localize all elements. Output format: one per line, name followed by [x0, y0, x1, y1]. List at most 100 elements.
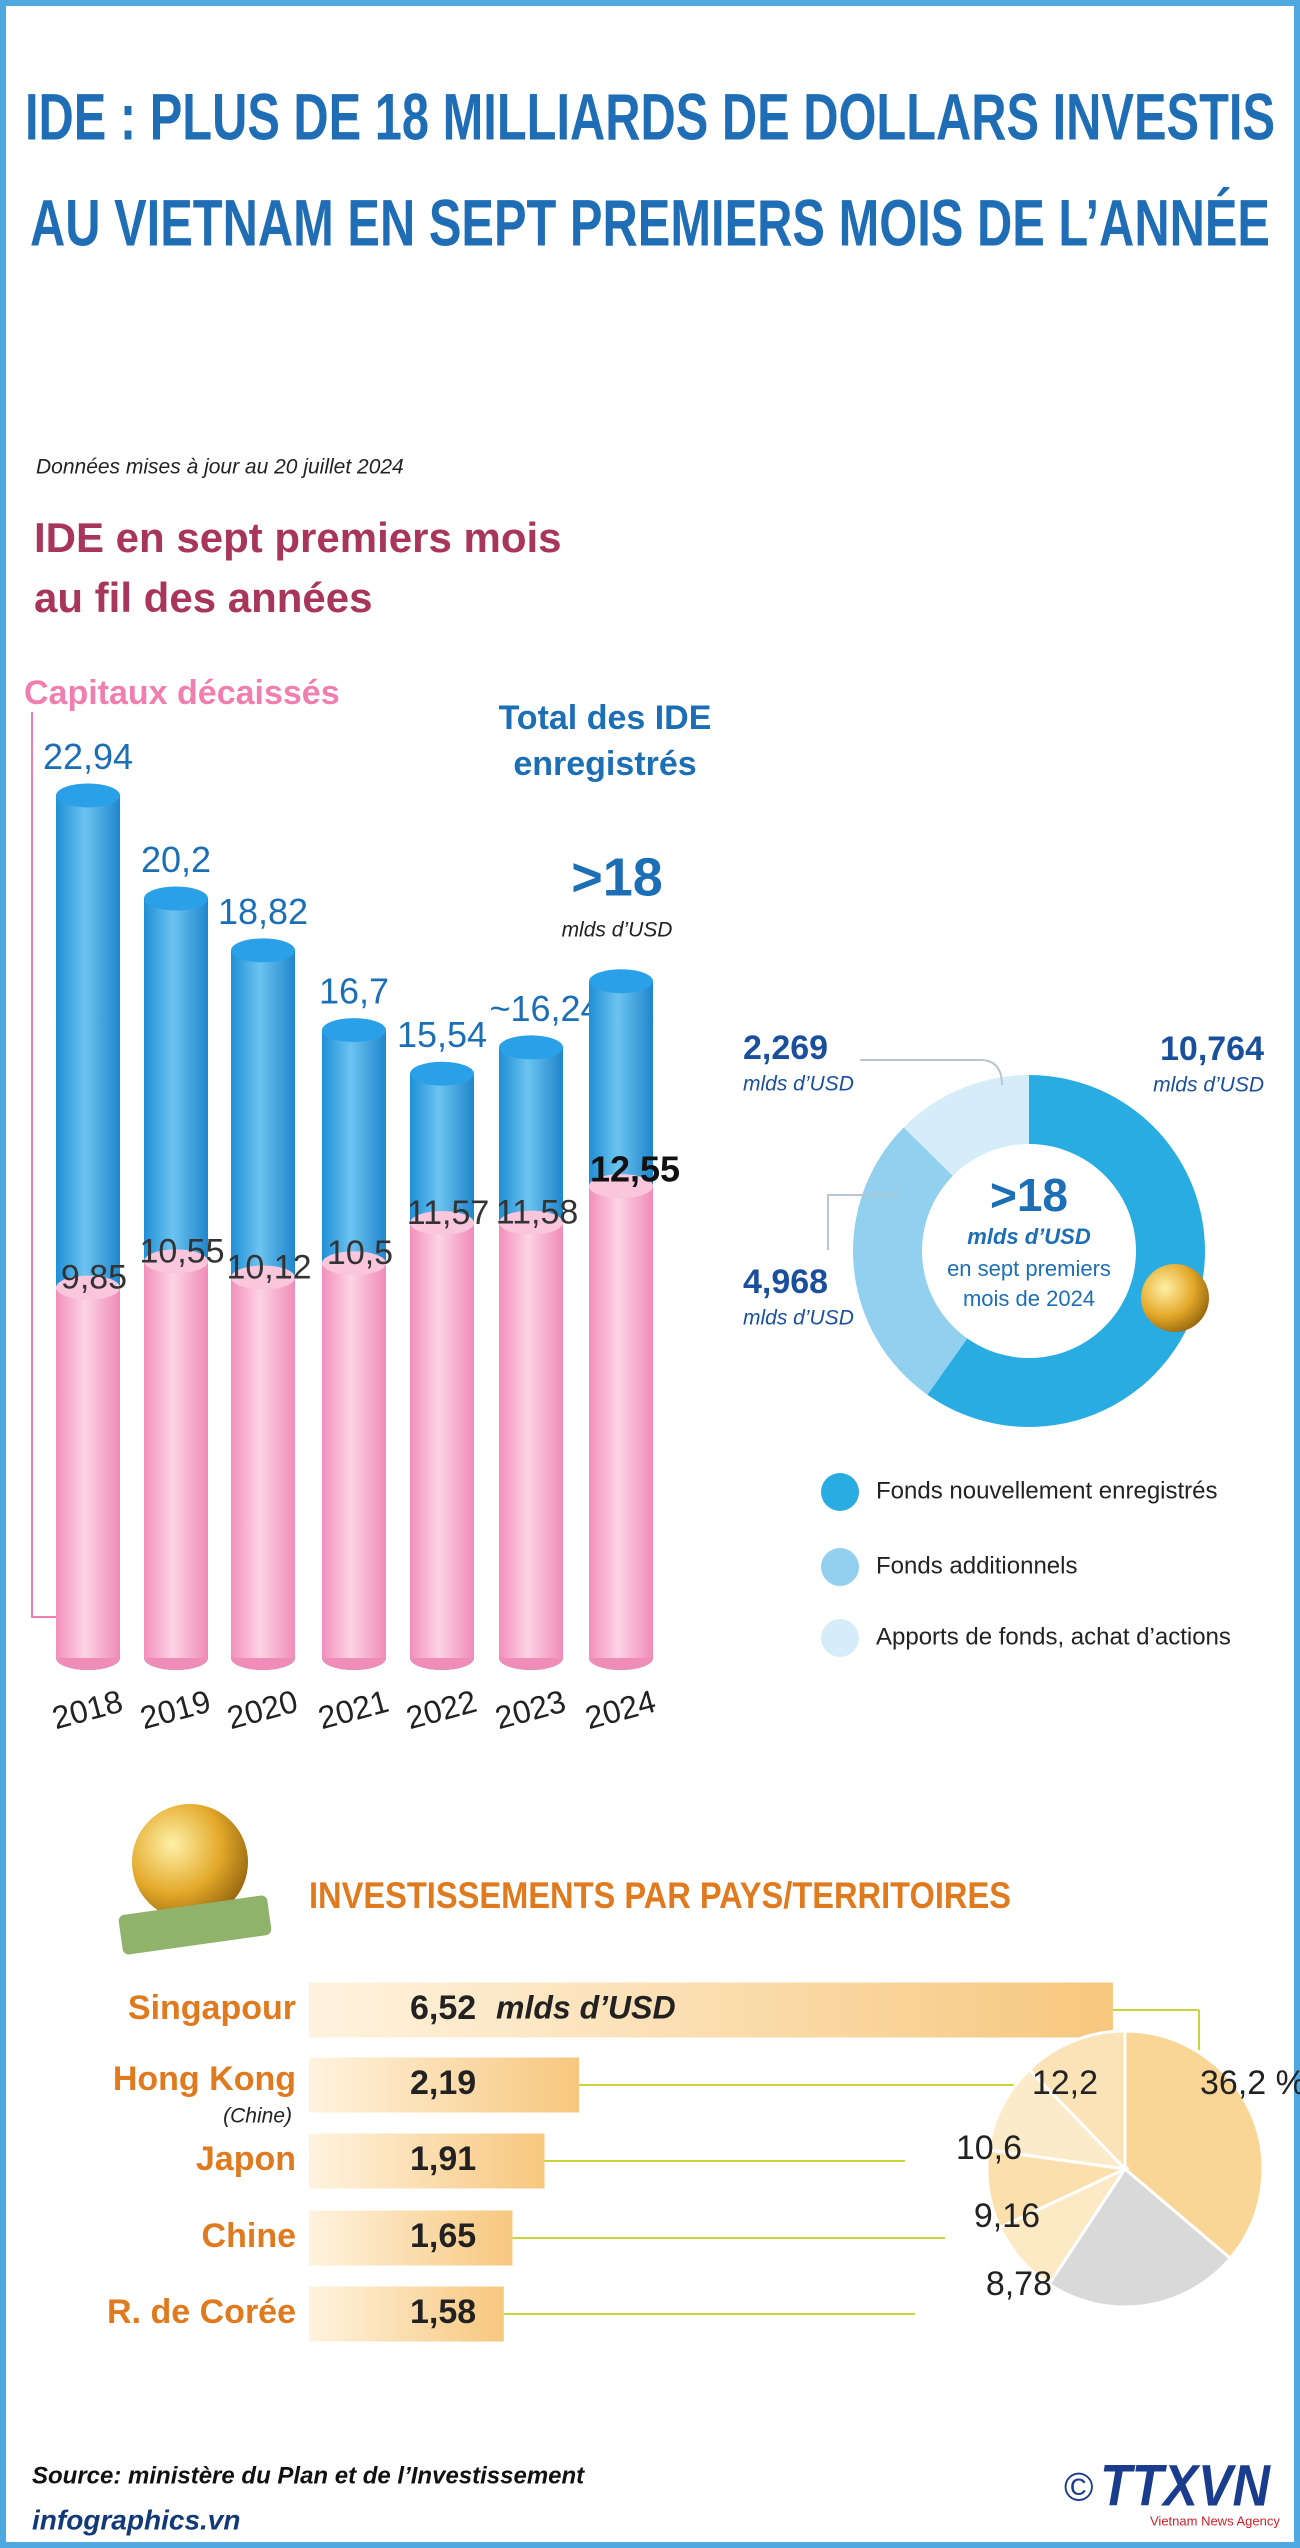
bar [309, 2286, 504, 2342]
category-label: Singapour [128, 1989, 296, 2027]
value-label: 1,65 [410, 2217, 476, 2255]
value-label: 9,85 [61, 1259, 127, 1297]
leader-line [860, 1059, 1003, 1086]
chart-subtitle: au fil des années [34, 574, 372, 621]
donut-slice [903, 1075, 1029, 1176]
title-line: AU VIETNAM EN SEPT PREMIERS MOIS DE L’AN… [30, 185, 1270, 259]
title-line: IDE : PLUS DE 18 MILLIARDS DE DOLLARS IN… [25, 79, 1275, 153]
x-tick-label: 2020 [223, 1683, 301, 1736]
bar [410, 1222, 474, 1658]
cylinder-cap [410, 1210, 474, 1235]
note: Données mises à jour au 20 juillet 2024 [36, 456, 404, 479]
legend-swatch [821, 1619, 859, 1657]
value-label: 1,91 [410, 2140, 476, 2178]
legend-label: Fonds nouvellement enregistrés [876, 1477, 1218, 1504]
bar [309, 2133, 545, 2189]
value-label: 8,78 [986, 2265, 1052, 2303]
unit-label: mlds d’USD [743, 1073, 854, 1096]
pie-slice [1047, 2166, 1233, 2309]
value-label: 2,19 [410, 2064, 476, 2102]
cylinder-cap [56, 783, 120, 808]
donut-slice [927, 1075, 1205, 1427]
value-label: 10,5 [327, 1234, 393, 1272]
money-icon [118, 1895, 272, 1955]
coin-icon [1141, 1264, 1209, 1332]
bar [499, 1222, 563, 1658]
cylinder-cap [56, 1275, 120, 1300]
x-tick-label: 2021 [314, 1683, 392, 1736]
pie-slice [1027, 2029, 1127, 2173]
bar [309, 1982, 1113, 2038]
bar [56, 1287, 120, 1658]
value-label: >18 [571, 847, 663, 907]
x-tick-label: 2018 [48, 1683, 126, 1736]
chart-title: INVESTISSEMENTS PAR PAYS/TERRITOIRES [309, 1875, 1011, 1916]
value-label: 10,12 [226, 1248, 311, 1286]
unit-label: mlds d’USD [1153, 1074, 1264, 1097]
value-label: 2,269 [743, 1029, 828, 1067]
site: infographics.vn [32, 2504, 240, 2535]
value-label: 1,58 [410, 2293, 476, 2331]
x-tick-label: 2019 [136, 1683, 214, 1736]
pie-slice [985, 2148, 1131, 2230]
value-label: 9,16 [974, 2197, 1040, 2235]
unit-label: mlds d’USD [496, 1989, 676, 2025]
center-text: mois de 2024 [963, 1286, 1095, 1311]
value-label: 12,55 [590, 1149, 680, 1190]
bar [144, 1261, 208, 1658]
logo-sub: Vietnam News Agency [1150, 2513, 1280, 2528]
value-label: 20,2 [141, 839, 211, 880]
cylinder-cap [499, 1210, 563, 1235]
annotation: mlds d’USD [562, 919, 673, 942]
cylinder-cap [589, 1174, 653, 1199]
x-tick-label: 2022 [402, 1683, 480, 1736]
legend-swatch [821, 1548, 859, 1586]
cylinder-cap [231, 938, 295, 963]
value-label: ~16,24 [489, 988, 600, 1029]
unit-label: mlds d’USD [743, 1307, 854, 1330]
source: Source: ministère du Plan et de l’Invest… [32, 2462, 585, 2489]
logo: TTXVN [1100, 2453, 1271, 2518]
copyright: © [1064, 2466, 1093, 2510]
globe-icon [132, 1804, 248, 1920]
x-tick-label: 2024 [581, 1683, 659, 1736]
category-note: (Chine) [223, 2105, 292, 2128]
donut-hole [924, 1146, 1134, 1356]
legend-label: Fonds additionnels [876, 1552, 1077, 1579]
value-label: 18,82 [218, 891, 308, 932]
pie-slice [986, 2067, 1130, 2172]
cylinder-cap [144, 886, 208, 911]
cylinder-cap [322, 1251, 386, 1276]
series-label: Total des IDE enregistrés [498, 699, 712, 783]
value-label: 12,2 [1032, 2064, 1098, 2102]
cylinder-cap [322, 1018, 386, 1043]
category-label: Hong Kong [113, 2060, 296, 2098]
value-label: 10,55 [139, 1232, 224, 1270]
leader-line [827, 1194, 900, 1250]
cylinder-cap [144, 1249, 208, 1274]
value-label: 6,52 [410, 1989, 476, 2027]
value-label: 11,58 [496, 1194, 579, 1232]
pie-slice [1123, 2029, 1265, 2261]
value-label: 11,57 [407, 1194, 490, 1232]
cylinder-cap [410, 1061, 474, 1086]
bar [589, 1186, 653, 1658]
value-label: 22,94 [43, 736, 133, 777]
series-label: Capitaux décaissés [24, 674, 340, 712]
chart-subtitle: IDE en sept premiers mois [34, 514, 562, 561]
category-label: R. de Corée [107, 2293, 296, 2331]
value-label: 10,6 [956, 2129, 1022, 2167]
cylinder-cap [589, 969, 653, 994]
bar [231, 1277, 295, 1658]
center-text: en sept premiers [947, 1256, 1111, 1281]
value-label: 10,764 [1160, 1030, 1264, 1068]
value-label: 4,968 [743, 1263, 828, 1301]
center-text: mlds d’USD [967, 1224, 1091, 1249]
cylinder-cap [231, 1265, 295, 1290]
value-label: 16,7 [319, 971, 389, 1012]
legend-swatch [821, 1473, 859, 1511]
center-text: >18 [990, 1169, 1068, 1221]
bar [309, 2057, 580, 2113]
value-label: 15,54 [397, 1014, 487, 1055]
